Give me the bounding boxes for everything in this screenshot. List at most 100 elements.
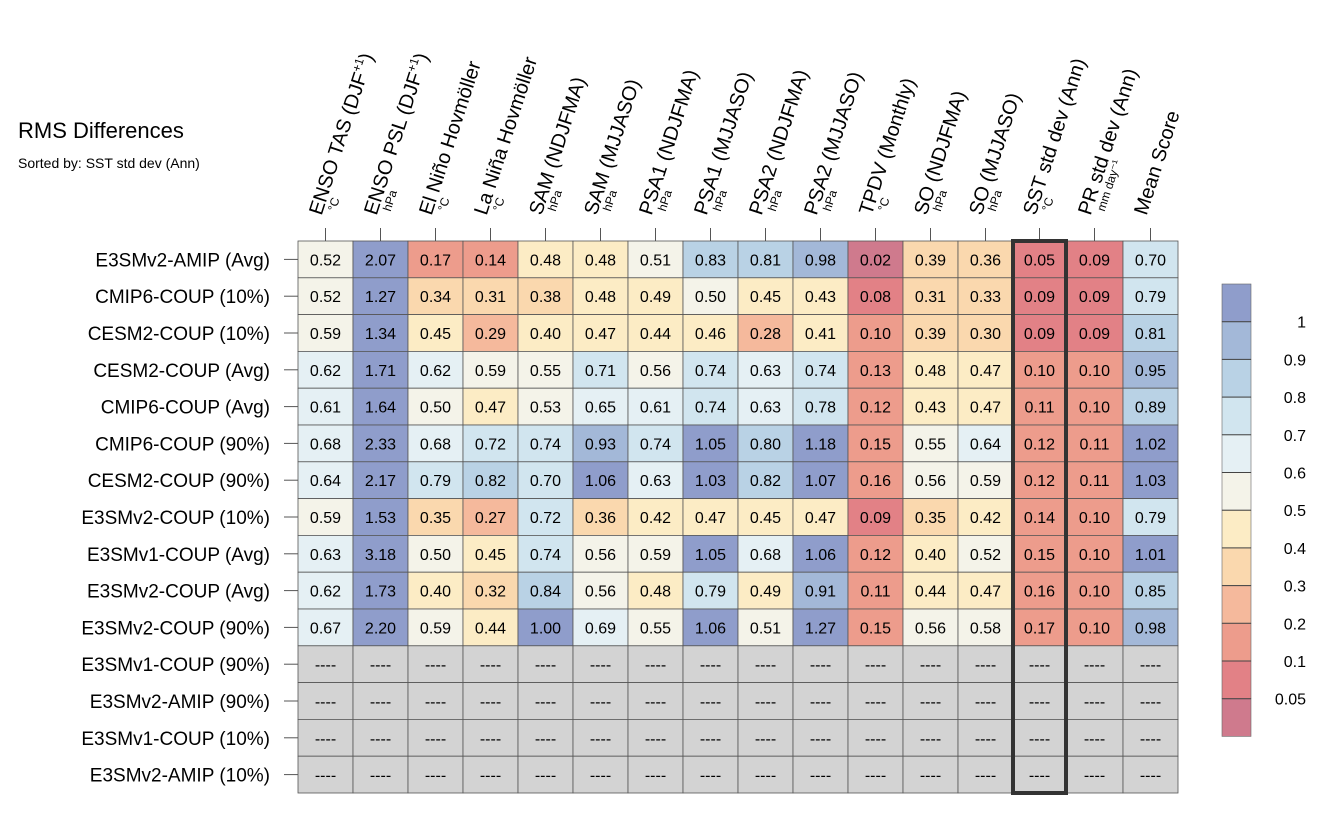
column-unit: hPa xyxy=(930,188,950,213)
cell-value: 1.05 xyxy=(695,436,726,453)
cell-value: 0.14 xyxy=(475,252,506,269)
heatmap-cell xyxy=(1122,608,1179,647)
heatmap-cell xyxy=(297,645,354,683)
cell-value: 0.55 xyxy=(530,363,561,380)
colorbar-label: 0.3 xyxy=(1284,579,1306,596)
heatmap-cell xyxy=(572,755,629,794)
colorbar-label: 0.7 xyxy=(1284,428,1306,445)
cell-value: 0.59 xyxy=(310,326,341,343)
row-label: CESM2-COUP (10%) xyxy=(88,324,270,345)
cell-value: ---- xyxy=(370,694,391,711)
cell-value: 0.12 xyxy=(1024,436,1055,453)
highlight-column xyxy=(1011,239,1068,795)
cell-value: 0.29 xyxy=(475,326,506,343)
cell-value: 0.59 xyxy=(475,363,506,380)
cell-value: 1.00 xyxy=(530,620,561,637)
cell-value: ---- xyxy=(810,768,831,785)
cell-value: 0.49 xyxy=(750,584,781,601)
cell-value: ---- xyxy=(810,731,831,748)
cell-value: 0.10 xyxy=(1079,547,1110,564)
cell-value: 0.59 xyxy=(420,620,451,637)
heatmap-cell xyxy=(682,424,739,463)
heatmap-cell xyxy=(572,682,629,720)
column-header: Mean Score xyxy=(1130,108,1184,217)
cell-value: 0.52 xyxy=(310,252,341,269)
cell-value: ---- xyxy=(425,657,446,674)
cell-value: ---- xyxy=(535,731,556,748)
cell-value: 0.61 xyxy=(640,400,671,417)
cell-value: 0.47 xyxy=(970,363,1001,380)
cell-value: 0.17 xyxy=(420,252,451,269)
cell-value: ---- xyxy=(480,657,501,674)
cell-value: 0.48 xyxy=(585,289,616,306)
heatmap-cell xyxy=(792,719,849,757)
heatmap-cell xyxy=(627,277,684,315)
cell-value: 0.48 xyxy=(915,363,946,380)
cell-value: 0.09 xyxy=(1079,326,1110,343)
heatmap-cell xyxy=(902,350,959,389)
cell-value: ---- xyxy=(590,657,611,674)
row-label: E3SMv2-AMIP (Avg) xyxy=(95,250,270,271)
heatmap-cell xyxy=(517,461,574,499)
cell-value: 0.28 xyxy=(750,326,781,343)
cell-value: 0.63 xyxy=(750,400,781,417)
cell-value: 0.82 xyxy=(475,473,506,490)
colorbar-label: 1 xyxy=(1297,315,1306,332)
cell-value: 0.68 xyxy=(420,436,451,453)
heatmap-cell xyxy=(572,645,629,683)
cell-value: 0.32 xyxy=(475,584,506,601)
colorbar-label: 0.1 xyxy=(1284,654,1306,671)
cell-value: ---- xyxy=(1140,768,1161,785)
cell-value: 0.70 xyxy=(1135,252,1166,269)
column-unit: hPa xyxy=(655,188,675,213)
colorbar-segment xyxy=(1221,509,1252,549)
heatmap-cell xyxy=(902,755,959,794)
heatmap-cell xyxy=(902,277,959,315)
cell-value: 0.09 xyxy=(1024,326,1055,343)
heatmap-cell xyxy=(902,608,959,647)
cell-value: 0.85 xyxy=(1135,584,1166,601)
heatmap-cell xyxy=(352,314,409,352)
heatmap-cell xyxy=(847,755,904,794)
cell-value: ---- xyxy=(370,657,391,674)
cell-value: 0.47 xyxy=(475,400,506,417)
cell-value: ---- xyxy=(865,657,886,674)
cell-value: 0.45 xyxy=(475,547,506,564)
cell-value: 0.51 xyxy=(750,620,781,637)
colorbar-segment xyxy=(1221,359,1252,398)
column-unit: °C xyxy=(1039,195,1057,212)
cell-value: 0.49 xyxy=(640,289,671,306)
cell-value: ---- xyxy=(920,694,941,711)
heatmap-cell xyxy=(1012,645,1067,683)
cell-value: 2.07 xyxy=(365,252,396,269)
colorbar-segment xyxy=(1221,698,1252,737)
colorbar: 1 0.9 0.8 0.7 0.6 0.5 0.4 0.3 0.2 0.1 0.05 xyxy=(1221,283,1306,737)
heatmap-cell xyxy=(627,571,684,610)
row-label: E3SMv1-COUP (90%) xyxy=(81,655,270,676)
cell-value: 0.74 xyxy=(530,547,561,564)
cell-value: 0.12 xyxy=(860,547,891,564)
cell-value: 0.68 xyxy=(750,547,781,564)
cell-value: 0.10 xyxy=(1024,363,1055,380)
colorbar-segment xyxy=(1221,660,1252,700)
cell-value: 0.43 xyxy=(805,289,836,306)
cell-value: 0.64 xyxy=(310,473,341,490)
cell-value: 1.07 xyxy=(805,473,836,490)
cell-value: 0.56 xyxy=(585,547,616,564)
row-label: E3SMv2-COUP (Avg) xyxy=(87,582,270,603)
cell-value: 0.35 xyxy=(420,510,451,527)
heatmap-cell xyxy=(1122,240,1179,279)
cell-value: ---- xyxy=(425,731,446,748)
cell-value: 0.45 xyxy=(750,289,781,306)
colorbar-label: 0.2 xyxy=(1284,616,1306,633)
cell-value: 0.74 xyxy=(530,436,561,453)
heatmap-cell xyxy=(847,314,904,352)
heatmap-cell xyxy=(352,755,409,794)
cell-value: 0.79 xyxy=(695,584,726,601)
heatmap-cell xyxy=(792,498,849,536)
row-label: E3SMv2-AMIP (90%) xyxy=(90,692,270,713)
column-unit: °C xyxy=(875,195,893,212)
cell-value: ---- xyxy=(755,657,776,674)
cell-value: ---- xyxy=(755,731,776,748)
cell-value: ---- xyxy=(1029,768,1050,785)
